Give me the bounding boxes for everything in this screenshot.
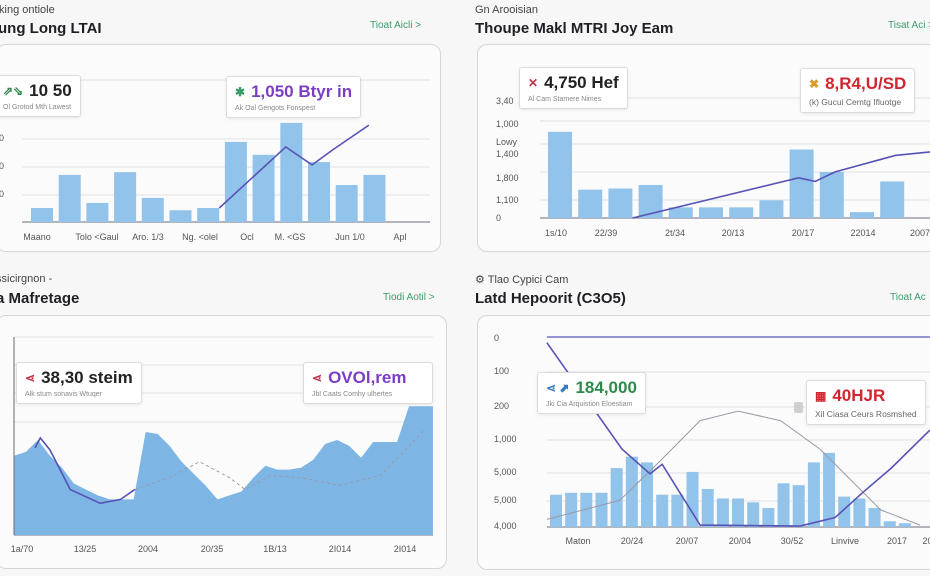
- y-tick-label: 0: [494, 333, 500, 343]
- x-tick-label: 20?: [922, 536, 930, 546]
- y-tick-label: 5,000: [494, 467, 517, 477]
- x-tick-label: 20/13: [721, 228, 745, 238]
- arrows-icon: ⋖: [25, 371, 36, 385]
- callout-caption: Xil Ciasa Ceurs Rosmshed: [815, 409, 917, 419]
- callout-value: 40HJR: [832, 386, 886, 405]
- x-tick-label: 20/07: [675, 536, 699, 546]
- callout-2b: ✖ 8,R4,U/SD (k) Gucui Cemtg Ifluotge: [800, 68, 916, 113]
- y-tick-label: 1,000: [494, 434, 517, 444]
- callout-caption: Jbl Caats Comhy ulhertes: [312, 391, 393, 398]
- panel-2-link[interactable]: Tisat Aci >: [888, 20, 930, 31]
- trend-arrows-icon: ⋖ ⬈: [546, 381, 570, 395]
- x-tick-label: 2t/34: [664, 228, 686, 238]
- panel-2-title: Thoupe Makl MTRI Joy Eam: [475, 20, 674, 37]
- callout-4a: ⋖ ⬈ 184,000 Jki Cia Arquistion Eloestiam: [537, 372, 646, 414]
- panel-1-link[interactable]: Tioat Aicli >: [370, 20, 422, 31]
- callout-value: 1,050 Btyr in: [251, 82, 353, 101]
- x-tick-label: 2007: [909, 228, 930, 238]
- x-tick-label: 2017: [886, 536, 908, 546]
- x-tick-label: 2I014: [393, 544, 417, 554]
- x-tick-label: 20/24: [620, 536, 644, 546]
- callout-value: 10 50: [29, 81, 72, 100]
- callout-1b: ✱ 1,050 Btyr in Ak Oal Gengots Fonspest: [226, 76, 362, 118]
- y-tick-label: 100: [494, 366, 510, 376]
- panel-1-subtitle: Iking ontiole: [0, 4, 55, 16]
- callout-value: 4,750 Hef: [544, 73, 619, 92]
- sparkle-arrows-icon: ✱: [235, 85, 246, 99]
- x-tick-label: 22014: [850, 228, 876, 238]
- x-tick-label: 1a/70: [10, 544, 34, 554]
- y-tick-label: 50: [0, 133, 5, 143]
- y-tick-label: Lowy: [496, 137, 518, 147]
- callout-4b: ▦ 40HJR Xil Ciasa Ceurs Rosmshed: [806, 380, 926, 425]
- callout-caption: Jki Cia Arquistion Eloestiam: [546, 401, 633, 408]
- callout-2a: ✕ 4,750 Hef Al Cam Stamere Nimes: [519, 67, 628, 109]
- callout-3a: ⋖ 38,30 steim Alk stum sonavis Wtuqer: [16, 362, 142, 404]
- x-tick-label: 1s/10: [544, 228, 568, 238]
- calendar-icon: ▦: [815, 389, 827, 403]
- x-tick-label: Ocl: [240, 232, 254, 242]
- y-tick-label: 1,100: [496, 195, 519, 205]
- panel-3-title: a Mafretage: [0, 290, 80, 307]
- callout-1a: ⇗⇘ 10 50 Ol Grotod Mth Lawest: [0, 75, 81, 117]
- y-tick-label: 1,800: [496, 173, 519, 183]
- callout-caption: Ol Grotod Mth Lawest: [3, 104, 72, 111]
- x-tick-label: Aro. 1/3: [132, 232, 164, 242]
- panel-3-link[interactable]: Tiodi Aotil >: [383, 292, 435, 303]
- arrows-icon: ⋖: [312, 371, 323, 385]
- trend-arrows-icon: ⇗⇘: [3, 84, 24, 98]
- chart-card-4: [477, 315, 930, 570]
- y-tick-label: 1,400: [496, 149, 519, 159]
- chart-card-3: [0, 315, 447, 569]
- callout-value: 8,R4,U/SD: [825, 74, 907, 93]
- x-tick-label: Maton: [565, 536, 591, 546]
- callout-3b: ⋖ OVOl,rem Jbl Caats Comhy ulhertes: [303, 362, 433, 404]
- callout-caption: (k) Gucui Cemtg Ifluotge: [809, 97, 902, 107]
- y-tick-label: 200: [494, 401, 510, 411]
- x-tick-label: Tolo <Gaul: [75, 232, 119, 242]
- x-tick-label: 13/25: [73, 544, 97, 554]
- star-icon: ✖: [809, 77, 820, 91]
- x-tick-label: 22/39: [594, 228, 618, 238]
- panel-1-title: ung Long LTAI: [0, 20, 102, 37]
- x-tick-label: 20/04: [728, 536, 752, 546]
- panel-2-subtitle: Gn Arooisian: [475, 4, 538, 16]
- y-tick-label: 5,000: [494, 495, 517, 505]
- callout-caption: Al Cam Stamere Nimes: [528, 96, 602, 103]
- y-tick-label: 3,40: [496, 96, 514, 106]
- y-tick-label: 0: [496, 213, 502, 223]
- x-tick-label: 1B/13: [263, 544, 287, 554]
- callout-caption: Alk stum sonavis Wtuqer: [25, 391, 103, 398]
- info-square-icon: [794, 402, 803, 413]
- x-tick-label: 2004: [137, 544, 159, 554]
- x-tick-label: Maano: [23, 232, 51, 242]
- x-tick-label: 20/17: [791, 228, 815, 238]
- arrows-icon: ✕: [528, 76, 539, 90]
- panel-3-subtitle: ssicirgnon -: [0, 273, 53, 285]
- callout-value: 184,000: [575, 378, 637, 397]
- callout-value: 38,30 steim: [41, 368, 133, 387]
- x-tick-label: Linvive: [830, 536, 860, 546]
- panel-4-link[interactable]: Tioat Ac: [890, 292, 926, 303]
- panel-4-title: Latd Hepoorit (C3O5): [475, 290, 626, 307]
- panel-4-subtitle: Tlao Cypici Cam: [487, 274, 569, 286]
- x-tick-label: Jun 1/0: [335, 232, 365, 242]
- callout-caption: Ak Oal Gengots Fonspest: [235, 105, 316, 112]
- x-tick-label: 2I014: [328, 544, 352, 554]
- x-tick-label: Ng. <olel: [182, 232, 218, 242]
- y-tick-label: 00: [0, 161, 5, 171]
- y-tick-label: 1,000: [496, 119, 519, 129]
- x-tick-label: Apl: [393, 232, 407, 242]
- x-tick-label: M. <GS: [274, 232, 306, 242]
- x-tick-label: 30/52: [780, 536, 804, 546]
- y-tick-label: 00: [0, 189, 5, 199]
- gear-icon: ⚙: [475, 274, 488, 286]
- callout-value: OVOl,rem: [328, 368, 407, 387]
- y-tick-label: 4,000: [494, 521, 517, 531]
- x-tick-label: 20/35: [200, 544, 224, 554]
